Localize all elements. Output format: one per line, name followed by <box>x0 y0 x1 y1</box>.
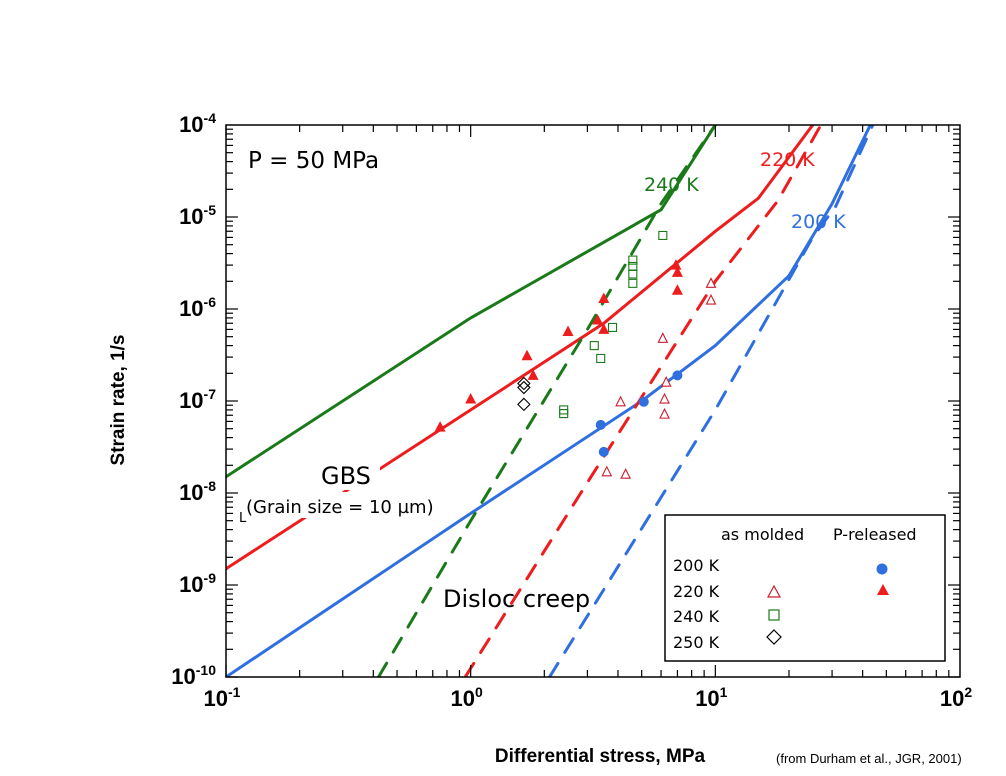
legend-marker-filled-triangle <box>877 584 889 595</box>
label-240k: 240 K <box>644 174 699 196</box>
data-point-filled-triangle <box>465 393 477 404</box>
data-point-filled-triangle <box>598 323 610 334</box>
data-point-open-triangle <box>659 392 670 404</box>
y-tick-label: 10-10 <box>171 662 216 689</box>
data-point-open-square <box>607 322 618 333</box>
data-point-open-triangle <box>615 395 626 407</box>
source-credit: (from Durham et al., JGR, 2001) <box>776 751 962 766</box>
data-point-filled-triangle <box>671 266 683 277</box>
legend-marker-open-square <box>768 609 780 621</box>
dislocation-creep-line <box>463 125 823 677</box>
pressure-annotation: P = 50 MPa <box>248 148 379 174</box>
data-points <box>434 230 717 479</box>
y-tick-label: 10-4 <box>179 110 216 137</box>
model-lines <box>226 125 875 677</box>
data-point-filled-triangle <box>562 325 574 336</box>
y-tick-labels: 10-4 10-5 10-6 10-7 10-8 10-9 10-10 <box>171 110 216 689</box>
data-point-open-triangle <box>601 465 613 477</box>
data-point-filled-circle <box>672 370 683 381</box>
data-point-open-diamond <box>517 397 531 412</box>
label-200k: 200 K <box>791 211 846 233</box>
gbs-line <box>226 125 717 479</box>
x-tick-labels: 10-1 100 101 102 <box>204 684 973 711</box>
data-point-open-square <box>628 269 638 279</box>
y-tick-label: 10-6 <box>179 294 216 321</box>
data-point-open-square <box>628 278 638 288</box>
x-tick-label: 102 <box>940 684 972 711</box>
legend-row-label: 240 K <box>673 607 720 626</box>
y-tick-label: 10-7 <box>179 386 216 413</box>
y-tick-label: 10-9 <box>179 570 216 597</box>
y-tick-label: 10-8 <box>179 478 216 505</box>
data-point-open-diamond <box>517 376 531 391</box>
legend-header-p-released: P-released <box>833 525 917 544</box>
data-point-filled-triangle <box>598 292 610 304</box>
x-tick-label: 101 <box>695 684 727 711</box>
data-point-open-triangle <box>657 332 669 343</box>
data-point-filled-triangle <box>527 369 539 380</box>
data-point-filled-circle <box>638 396 649 407</box>
y-tick-label: 10-5 <box>179 202 216 229</box>
gbs-line <box>226 125 872 677</box>
legend-row-label: 250 K <box>673 633 720 652</box>
data-point-open-square <box>589 341 599 351</box>
data-point-open-triangle <box>705 293 717 305</box>
data-point-filled-circle <box>595 419 606 430</box>
data-point-filled-triangle <box>592 313 604 325</box>
data-point-open-triangle <box>620 467 632 479</box>
bracket-mark: L <box>239 511 247 526</box>
data-point-open-triangle <box>659 407 670 419</box>
grain-size-label: (Grain size = 10 µm) <box>246 497 434 518</box>
gbs-label: GBS <box>321 462 371 490</box>
legend-header-as-molded: as molded <box>721 525 804 544</box>
label-220k: 220 K <box>760 149 815 171</box>
data-point-open-triangle <box>660 375 672 387</box>
data-point-open-square <box>658 230 668 241</box>
data-point-filled-triangle <box>671 284 683 295</box>
data-point-open-diamond <box>517 380 531 395</box>
data-point-open-square <box>628 255 638 265</box>
legend-marker-filled-circle <box>876 563 888 575</box>
legend-box <box>664 514 946 662</box>
data-point-filled-triangle <box>434 421 446 432</box>
data-point-open-triangle <box>705 277 717 288</box>
gbs-label-bg <box>318 458 380 490</box>
gbs-line <box>226 125 815 571</box>
dislocation-creep-line <box>548 125 875 677</box>
data-point-filled-triangle <box>521 349 533 361</box>
y-axis-title: Strain rate, 1/s <box>108 335 129 466</box>
data-point-open-square <box>559 409 569 419</box>
x-tick-label: 10-1 <box>204 684 241 711</box>
x-axis-title: Differential stress, MPa <box>495 746 706 767</box>
x-tick-label: 100 <box>451 684 483 711</box>
legend-row-label: 220 K <box>673 582 720 601</box>
legend-marker-open-diamond <box>766 629 782 645</box>
grain-size-bg <box>240 492 456 518</box>
dislocation-creep-line <box>377 125 717 677</box>
data-point-open-square <box>596 353 606 364</box>
disloc-creep-label: Disloc creep <box>443 585 590 613</box>
data-point-filled-triangle <box>670 259 682 270</box>
plot-frame <box>225 124 961 678</box>
legend-marker-open-triangle <box>766 584 782 598</box>
data-point-filled-circle <box>598 446 609 457</box>
legend-row-label: 200 K <box>673 556 720 575</box>
legend: as molded P-released 200 K 220 K 240 K 2… <box>664 514 946 662</box>
